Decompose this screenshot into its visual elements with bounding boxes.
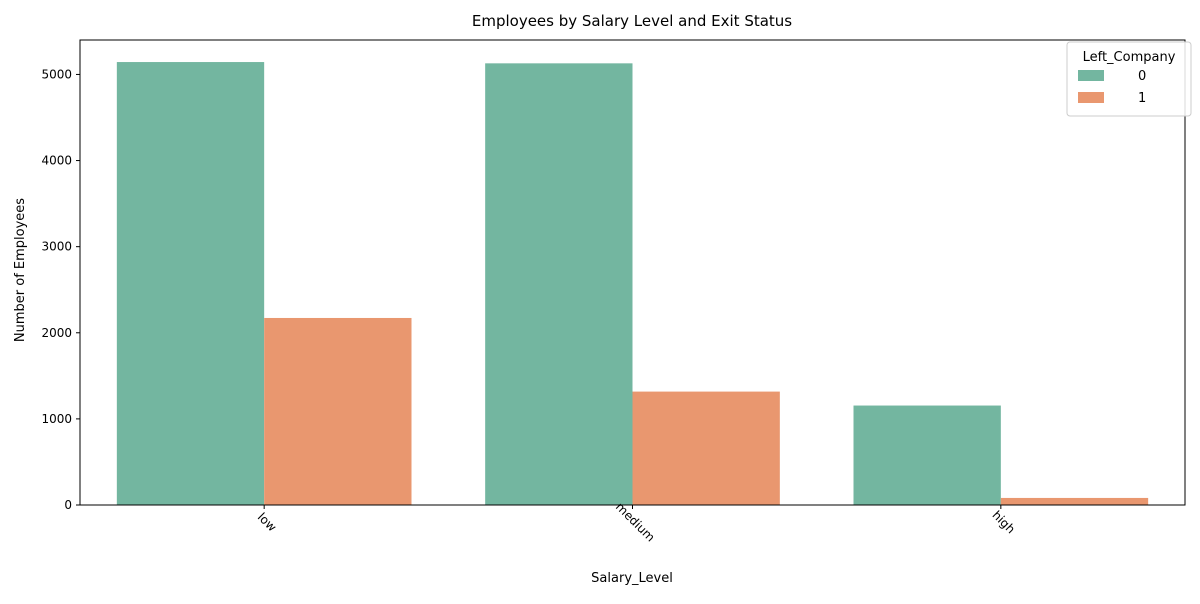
bars-layer bbox=[116, 62, 1149, 506]
bar-high-series-0 bbox=[853, 405, 1001, 505]
y-tick-label-2000: 2000 bbox=[41, 326, 72, 340]
x-axis-title: Salary_Level bbox=[591, 571, 673, 586]
y-tick-label-4000: 4000 bbox=[41, 154, 72, 168]
bar-low-series-1 bbox=[264, 317, 412, 505]
y-axis-title: Number of Employees bbox=[13, 198, 28, 342]
y-tick-label-5000: 5000 bbox=[41, 67, 72, 81]
legend-swatch-1 bbox=[1078, 92, 1104, 103]
legend-swatch-0 bbox=[1078, 70, 1104, 81]
bar-low-series-0 bbox=[116, 62, 265, 506]
legend-label-0: 0 bbox=[1138, 69, 1146, 84]
bar-medium-series-1 bbox=[632, 391, 780, 505]
legend-label-1: 1 bbox=[1138, 91, 1146, 106]
legend-items: 01 bbox=[1078, 69, 1146, 106]
legend-title: Left_Company bbox=[1083, 50, 1176, 65]
x-tick-label-low: low bbox=[255, 510, 280, 535]
chart-title: Employees by Salary Level and Exit Statu… bbox=[472, 12, 792, 30]
y-tick-label-1000: 1000 bbox=[41, 412, 72, 426]
plot-frame bbox=[79, 39, 1186, 506]
legend: Left_Company 01 bbox=[1066, 41, 1192, 117]
y-tick-label-0: 0 bbox=[64, 498, 72, 512]
x-tick-label-medium: medium bbox=[613, 500, 658, 545]
x-tick-label-high: high bbox=[989, 508, 1017, 536]
bar-medium-series-0 bbox=[485, 63, 633, 505]
bar-high-series-1 bbox=[1000, 497, 1149, 505]
y-tick-label-3000: 3000 bbox=[41, 240, 72, 254]
